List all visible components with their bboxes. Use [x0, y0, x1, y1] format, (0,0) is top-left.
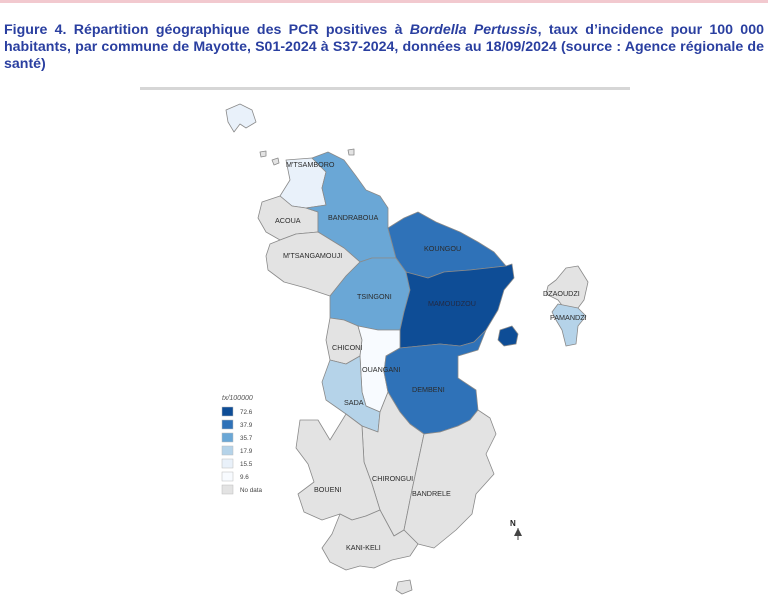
label-mtsangamouji: M'TSANGAMOUJI: [283, 251, 342, 260]
label-dzaoudzi: DZAOUDZI: [543, 289, 580, 298]
legend-title: tx/100000: [222, 395, 253, 402]
north-arrow-icon: N: [510, 519, 522, 540]
caption-divider: [140, 87, 630, 90]
top-rule: [0, 0, 768, 3]
commune-pamandzi: [551, 303, 587, 347]
label-acoua: ACOUA: [275, 216, 301, 225]
label-dembeni: DEMBENI: [412, 385, 445, 394]
label-boueni: BOUENI: [314, 485, 342, 494]
label-sada: SADA: [344, 398, 364, 407]
legend-label: 17.9: [240, 448, 253, 455]
islet-small-2: [347, 148, 355, 156]
caption-prefix: Figure 4. Répartition géographique des P…: [4, 22, 410, 38]
legend-swatch: [221, 406, 234, 417]
legend-label: 35.7: [240, 435, 253, 442]
legend-swatch: [221, 445, 234, 456]
legend-swatch: [221, 484, 234, 495]
figure-caption: Figure 4. Répartition géographique des P…: [4, 22, 764, 73]
islet-mbouzi: [497, 325, 519, 347]
map-legend: tx/100000 72.6 37.9 35.7 17.9 15.5 9.6 No data: [221, 395, 263, 495]
legend-label: 15.5: [240, 461, 253, 468]
label-bandrele: BANDRELE: [412, 489, 451, 498]
islet-small-1: [259, 150, 267, 158]
label-mamoudzou: MAMOUDZOU: [428, 299, 476, 308]
legend-label: 72.6: [240, 409, 253, 416]
label-mtsamboro: M'TSAMBORO: [286, 160, 335, 169]
legend-swatch: [221, 471, 234, 482]
commune-kani-keli: [321, 509, 419, 571]
legend-swatch: [221, 458, 234, 469]
north-label: N: [510, 519, 516, 528]
legend-label: No data: [240, 487, 263, 494]
commune-dzaoudzi: [545, 265, 589, 309]
legend-swatch: [221, 419, 234, 430]
islet-kani-keli: [395, 579, 413, 595]
label-chirongui: CHIRONGUI: [372, 474, 413, 483]
legend-label: 37.9: [240, 422, 253, 429]
label-pamandzi: PAMANDZI: [550, 313, 587, 322]
caption-suffix: , taux d’incidence pour 100 000 habitant…: [4, 22, 764, 72]
label-chiconi: CHICONI: [332, 343, 362, 352]
legend-swatch: [221, 432, 234, 443]
commune-bandrele: [403, 409, 497, 549]
label-bandraboua: BANDRABOUA: [328, 213, 379, 222]
legend-label: 9.6: [240, 474, 249, 481]
islet-small-3: [271, 157, 280, 166]
commune-boueni: [295, 413, 381, 521]
label-kani-keli: KANI-KELI: [346, 543, 381, 552]
islet-choizil: [225, 103, 257, 133]
label-tsingoni: TSINGONI: [357, 292, 392, 301]
label-koungou: KOUNGOU: [424, 244, 461, 253]
caption-organism: Bordella Pertussis: [409, 22, 538, 38]
label-ouangani: OUANGANI: [362, 365, 400, 374]
